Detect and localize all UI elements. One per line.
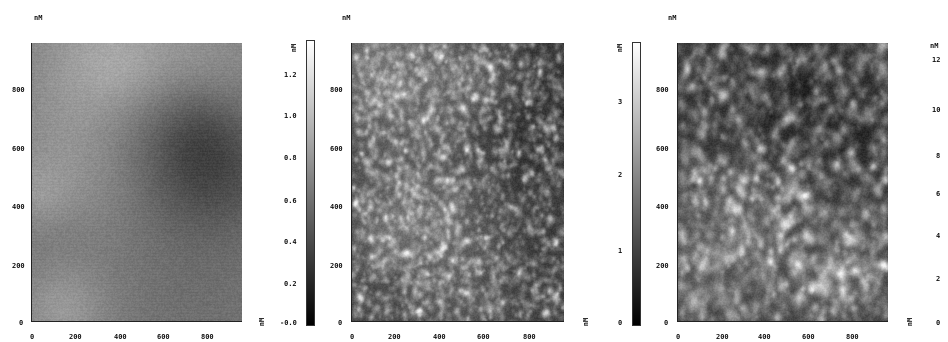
afm-height-image [678, 43, 888, 321]
y-tick-label: 400 [12, 203, 25, 211]
afm-texture-canvas [678, 43, 888, 321]
colorbar-unit: nM [930, 42, 939, 50]
afm-texture-canvas [352, 43, 564, 321]
colorbar-tick-label: 6 [936, 190, 941, 198]
colorbar-tick-label: 4 [936, 232, 941, 240]
colorbar-tick-label: 0.2 [284, 280, 297, 288]
x-tick-label: 0 [676, 333, 681, 341]
x-tick-label: 200 [69, 333, 82, 341]
colorbar-tick-label: 1.0 [284, 112, 297, 120]
colorbar [306, 40, 315, 326]
x-tick-label: 400 [433, 333, 446, 341]
x-tick-label: 200 [716, 333, 729, 341]
x-tick-label: 600 [477, 333, 490, 341]
x-axis-unit: nM [906, 317, 915, 327]
colorbar-unit: nM [616, 43, 625, 53]
y-tick-label: 0 [664, 319, 669, 327]
y-tick-label: 400 [330, 203, 343, 211]
x-axis-unit: nM [258, 317, 267, 327]
colorbar-tick-label: 1 [618, 247, 623, 255]
afm-height-image [352, 43, 564, 321]
afm-texture-canvas [32, 43, 242, 321]
colorbar-unit: nM [290, 43, 299, 53]
colorbar-tick-label: 0 [936, 319, 941, 327]
x-tick-label: 600 [157, 333, 170, 341]
colorbar-tick-label: 1.2 [284, 71, 297, 79]
y-axis-line [677, 43, 678, 322]
y-axis-unit: nM [342, 14, 351, 22]
afm-panel-2: nM 800 600 400 200 0 0 200 400 600 800 n… [320, 0, 642, 342]
y-tick-label: 600 [12, 145, 25, 153]
colorbar-tick-label: 8 [936, 152, 941, 160]
colorbar-tick-label: 3 [618, 98, 623, 106]
y-axis-unit: nM [34, 14, 43, 22]
x-tick-label: 200 [388, 333, 401, 341]
x-tick-label: 800 [201, 333, 214, 341]
x-tick-label: 0 [350, 333, 355, 341]
colorbar-tick-label: 10 [932, 106, 941, 114]
x-tick-label: 800 [846, 333, 859, 341]
y-axis-line [351, 43, 352, 322]
y-tick-label: 0 [19, 319, 24, 327]
colorbar-tick-label: 12 [932, 56, 941, 64]
colorbar-tick-label: 0.4 [284, 238, 297, 246]
y-tick-label: 0 [338, 319, 343, 327]
colorbar-tick-label: 0 [618, 319, 623, 327]
y-tick-label: 800 [330, 86, 343, 94]
x-axis-line [351, 321, 564, 322]
y-tick-label: 800 [656, 86, 669, 94]
colorbar-tick-label: 2 [618, 171, 623, 179]
y-tick-label: 600 [330, 145, 343, 153]
colorbar-tick-label: -0.0 [280, 319, 297, 327]
x-axis-line [677, 321, 888, 322]
afm-panel-3: nM 800 600 400 200 0 0 200 400 600 800 n… [644, 0, 948, 342]
x-axis-line [31, 321, 242, 322]
x-tick-label: 400 [114, 333, 127, 341]
afm-height-image [32, 43, 242, 321]
y-tick-label: 200 [656, 262, 669, 270]
y-tick-label: 200 [12, 262, 25, 270]
y-tick-label: 600 [656, 145, 669, 153]
colorbar-tick-label: 0.8 [284, 154, 297, 162]
x-axis-unit: nM [582, 317, 591, 327]
colorbar [632, 42, 641, 326]
x-tick-label: 800 [523, 333, 536, 341]
y-tick-label: 400 [656, 203, 669, 211]
y-axis-line [31, 43, 32, 322]
colorbar-tick-label: 0.6 [284, 197, 297, 205]
y-tick-label: 200 [330, 262, 343, 270]
afm-panel-1: nM 800 600 400 200 0 0 200 400 600 800 n… [0, 0, 320, 342]
colorbar-tick-label: 2 [936, 275, 941, 283]
x-tick-label: 400 [758, 333, 771, 341]
x-tick-label: 0 [30, 333, 35, 341]
y-axis-unit: nM [668, 14, 677, 22]
x-tick-label: 600 [802, 333, 815, 341]
y-tick-label: 800 [12, 86, 25, 94]
